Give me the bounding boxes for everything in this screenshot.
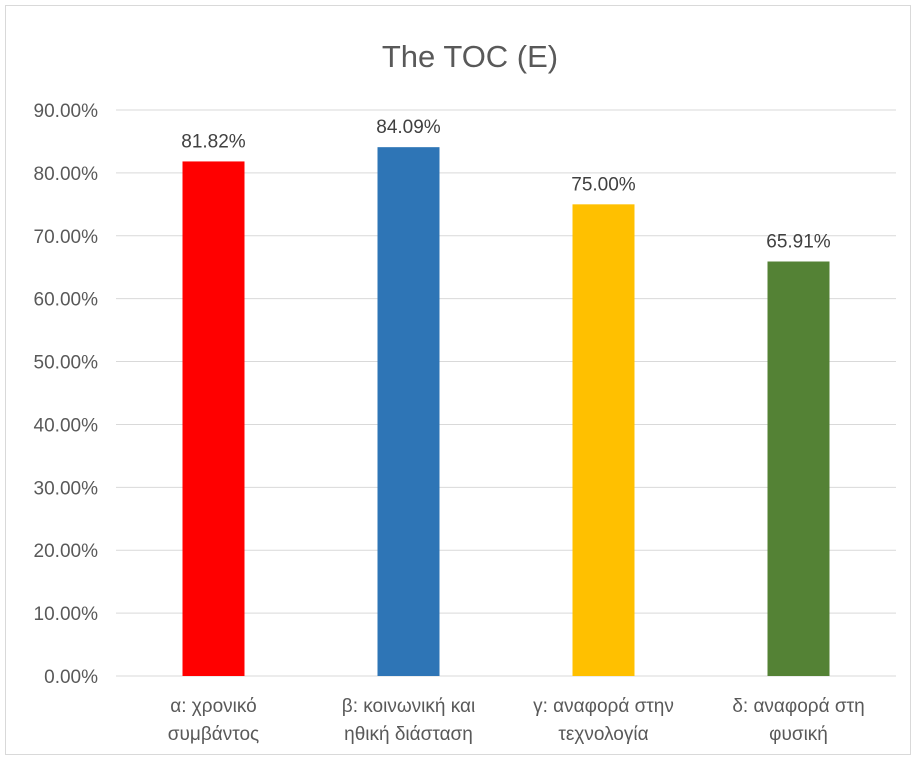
category-label: συμβάντος (168, 724, 259, 745)
bar (767, 261, 830, 676)
y-tick-label: 40.00% (34, 415, 99, 436)
data-label: 81.82% (181, 131, 246, 152)
y-tick-label: 90.00% (34, 101, 99, 122)
x-axis-categories: α: χρονικό συμβάντος β: κοινωνική και ηθική… (168, 696, 865, 745)
y-axis-ticks: 0.00% 10.00% 20.00% 30.00% 40.00% 50.00% 60.00… (34, 101, 99, 688)
data-label: 84.09% (376, 117, 441, 138)
gridlines (116, 109, 896, 677)
category-label: α: χρονικό (170, 696, 256, 717)
y-tick-label: 30.00% (34, 478, 99, 499)
y-tick-label: 80.00% (34, 164, 99, 185)
chart-frame (5, 5, 911, 755)
y-tick-label: 60.00% (34, 290, 99, 311)
data-label: 75.00% (571, 174, 636, 195)
bar (182, 161, 245, 676)
category-label: β: κοινωνική και (342, 696, 475, 717)
y-tick-label: 0.00% (44, 667, 98, 688)
category-label: τεχνολογία (558, 724, 648, 745)
y-tick-label: 10.00% (34, 604, 99, 625)
data-labels: 81.82% 84.09% 75.00% 65.91% (181, 117, 831, 252)
category-label: γ: αναφορά στην (533, 696, 674, 717)
category-label: ηθική διάσταση (344, 724, 473, 745)
y-tick-label: 70.00% (34, 227, 99, 248)
bars (182, 147, 830, 677)
chart-title: The TOC (E) (382, 39, 558, 74)
y-tick-label: 20.00% (34, 541, 99, 562)
bar (377, 147, 440, 676)
bar (572, 204, 635, 677)
y-tick-label: 50.00% (34, 353, 99, 374)
category-label: δ: αναφορά στη (732, 696, 864, 717)
data-label: 65.91% (766, 231, 831, 252)
category-label: φυσική (769, 724, 828, 745)
